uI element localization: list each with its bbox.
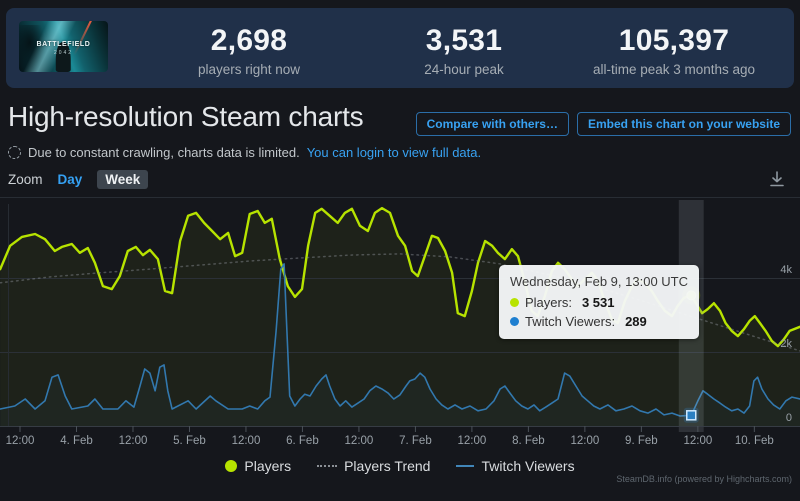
legend-item-players[interactable]: Players (225, 458, 291, 474)
legend-item-twitch[interactable]: Twitch Viewers (456, 458, 575, 474)
stats-bar: BATTLEFIELD 2042 2,698 players right now… (6, 8, 794, 88)
download-chart-icon[interactable] (766, 168, 788, 190)
players-dot-icon (510, 298, 519, 307)
stat-24h-peak: 3,531 24-hour peak (354, 24, 574, 77)
stat-alltime-peak-label: all-time peak 3 months ago (592, 62, 756, 77)
page-title: High-resolution Steam charts (8, 101, 364, 132)
svg-text:12:00: 12:00 (570, 435, 599, 447)
legend-trend-label: Players Trend (344, 458, 431, 474)
banner-game-title: BATTLEFIELD (36, 41, 91, 48)
zoom-option-week[interactable]: Week (97, 170, 149, 189)
svg-text:7. Feb: 7. Feb (399, 435, 432, 447)
svg-text:0: 0 (786, 412, 792, 424)
chart-legend: Players Players Trend Twitch Viewers (0, 458, 800, 474)
login-link[interactable]: You can login to view full data. (306, 145, 482, 160)
embed-chart-button[interactable]: Embed this chart on your website (576, 112, 791, 136)
tooltip-players-value: 3 531 (581, 295, 615, 310)
svg-text:12:00: 12:00 (6, 435, 35, 447)
crawl-notice: Due to constant crawling, charts data is… (8, 145, 481, 160)
twitch-dot-icon (510, 317, 519, 326)
tooltip-players-label: Players: (525, 295, 572, 310)
twitch-legend-line-icon (456, 465, 475, 467)
svg-text:12:00: 12:00 (232, 435, 261, 447)
zoom-label: Zoom (8, 172, 43, 187)
stat-players-now-label: players right now (197, 62, 301, 77)
tooltip-twitch-value: 289 (625, 314, 647, 329)
svg-text:4k: 4k (780, 264, 792, 276)
svg-text:6. Feb: 6. Feb (286, 435, 319, 447)
tooltip-row-players: Players: 3 531 (510, 293, 688, 312)
svg-text:12:00: 12:00 (458, 435, 487, 447)
header-buttons: Compare with others… Embed this chart on… (415, 112, 791, 136)
zoom-option-day[interactable]: Day (57, 172, 83, 187)
svg-text:4. Feb: 4. Feb (60, 435, 93, 447)
players-chart[interactable]: 12:00 4. Feb 12:00 5. Feb 12:00 6. Feb 12:00 7.… (0, 198, 800, 448)
players-legend-dot-icon (225, 460, 238, 472)
legend-twitch-label: Twitch Viewers (481, 458, 575, 474)
compare-button[interactable]: Compare with others… (415, 112, 569, 136)
svg-text:12:00: 12:00 (119, 435, 148, 447)
stat-players-now: 2,698 players right now (139, 24, 359, 77)
chart-region: 12:00 4. Feb 12:00 5. Feb 12:00 6. Feb 12:00 7.… (0, 197, 800, 448)
legend-item-players-trend[interactable]: Players Trend (317, 458, 430, 474)
svg-text:2k: 2k (780, 338, 792, 350)
tooltip-twitch-label: Twitch Viewers: (525, 314, 616, 329)
chart-credit[interactable]: SteamDB.info (powered by Highcharts.com) (616, 474, 792, 484)
svg-text:8. Feb: 8. Feb (512, 435, 545, 447)
svg-text:5. Feb: 5. Feb (173, 435, 206, 447)
svg-text:10. Feb: 10. Feb (735, 435, 774, 447)
legend-players-label: Players (244, 458, 292, 474)
crawl-icon (8, 146, 21, 159)
banner-art-soldier (55, 42, 71, 72)
chart-tooltip: Wednesday, Feb 9, 13:00 UTC Players: 3 5… (499, 265, 700, 339)
stat-players-now-value: 2,698 (210, 24, 288, 57)
trend-legend-dash-icon (317, 465, 338, 467)
crawl-notice-text: Due to constant crawling, charts data is… (28, 145, 300, 160)
stat-24h-peak-value: 3,531 (425, 24, 503, 57)
banner-game-subtitle: 2042 (53, 50, 74, 56)
game-banner[interactable]: BATTLEFIELD 2042 (19, 21, 108, 72)
zoom-toolbar: Zoom Day Week (8, 170, 149, 189)
svg-text:12:00: 12:00 (345, 435, 374, 447)
svg-text:12:00: 12:00 (683, 435, 712, 447)
svg-text:9. Feb: 9. Feb (625, 435, 658, 447)
tooltip-row-twitch: Twitch Viewers: 289 (510, 312, 688, 331)
stat-alltime-peak: 105,397 all-time peak 3 months ago (564, 24, 784, 77)
tooltip-title: Wednesday, Feb 9, 13:00 UTC (510, 274, 689, 289)
stat-alltime-peak-value: 105,397 (618, 24, 730, 57)
stat-24h-peak-label: 24-hour peak (424, 62, 504, 77)
